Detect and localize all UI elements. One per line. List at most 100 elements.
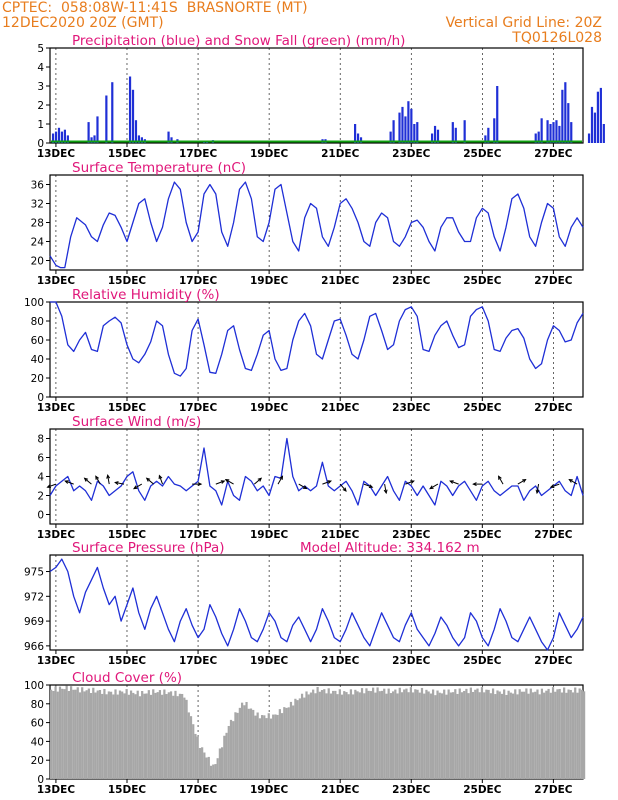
cloud-bar — [174, 690, 177, 779]
xtick-label-rh: 17DEC — [179, 402, 218, 414]
cloud-bar — [61, 688, 64, 779]
precip-bar — [105, 95, 108, 143]
panel-title-wind: Surface Wind (m/s) — [72, 414, 201, 430]
wind-arrow — [133, 483, 143, 490]
wind-arrow — [146, 477, 154, 485]
precip-bar — [90, 137, 93, 143]
cloud-bar — [309, 692, 313, 779]
xtick-label-pressure: 19DEC — [250, 655, 289, 667]
panel-frame-pressure — [49, 554, 584, 651]
cloud-bar — [445, 694, 448, 779]
precip-bar — [416, 122, 419, 143]
cloud-bar — [254, 715, 257, 779]
cloud-bar — [289, 701, 293, 779]
xtick-label-wind: 13DEC — [37, 529, 76, 541]
cloud-bar — [516, 694, 519, 779]
wind-arrow — [517, 479, 526, 485]
cloud-bar — [387, 688, 390, 779]
cloud-bar — [132, 692, 135, 779]
cloud-bar — [414, 689, 417, 779]
wind-arrow-head — [220, 480, 226, 484]
xtick-label-cloud: 25DEC — [463, 784, 502, 796]
cloud-bar — [207, 756, 210, 779]
cloud-bar — [67, 691, 70, 779]
cloud-bar — [434, 695, 437, 779]
wind-arrow — [47, 483, 57, 488]
cloud-bar — [58, 686, 62, 779]
precip-bar — [93, 135, 96, 143]
cloud-bar — [203, 752, 206, 779]
cloud-bar — [569, 689, 572, 779]
cloud-bar — [558, 688, 561, 779]
cloud-bar — [318, 691, 321, 779]
wind-arrow-head — [279, 475, 284, 480]
cloud-bar — [336, 694, 339, 779]
cloud-bar — [163, 689, 166, 779]
cloud-bar — [247, 708, 250, 779]
cloud-bar — [272, 714, 275, 779]
wind-arrow — [95, 476, 101, 485]
precip-bar — [558, 125, 561, 143]
cloud-bar — [89, 693, 93, 779]
cloud-bar — [103, 688, 106, 779]
cloud-bar — [316, 687, 319, 779]
cloud-bar — [440, 693, 444, 779]
precip-bar — [410, 108, 413, 143]
xtick-label-wind: 15DEC — [108, 529, 147, 541]
precip-bar — [593, 112, 597, 143]
cloud-bar — [463, 690, 466, 779]
ytick-label-cloud: 0 — [37, 774, 44, 786]
cloud-bar — [274, 714, 277, 779]
cloud-bar — [560, 692, 564, 779]
cloud-bar — [265, 718, 268, 779]
cloud-bar — [478, 692, 481, 779]
cloud-bar — [198, 748, 202, 779]
cloud-bar — [185, 699, 188, 779]
cloud-bar — [158, 690, 162, 779]
xtick-label-cloud: 17DEC — [179, 784, 218, 796]
cloud-bar — [238, 707, 241, 779]
ytick-label-rh: 40 — [31, 354, 44, 366]
xtick-label-cloud: 19DEC — [250, 784, 289, 796]
wind-arrow — [569, 479, 578, 485]
cloud-bar — [500, 693, 504, 779]
cloud-bar — [485, 689, 488, 779]
wind-arrow — [450, 480, 459, 485]
cloud-bar — [81, 687, 84, 779]
cloud-bar — [252, 709, 255, 779]
cloud-bar — [554, 691, 557, 779]
wind-arrow — [277, 476, 283, 485]
panel-title-temp: Surface Temperature (nC) — [72, 160, 246, 176]
precip-bar — [140, 137, 143, 143]
precip-bar — [356, 133, 360, 143]
cloud-bar — [407, 692, 410, 779]
wind-arrow-head — [257, 477, 263, 482]
cloud-bar — [503, 689, 506, 779]
cloud-bar — [536, 689, 539, 779]
precip-bar — [413, 124, 416, 143]
xtick-label-precip: 23DEC — [392, 148, 431, 160]
ytick-label-temp: 28 — [31, 218, 44, 230]
cloud-bar — [456, 693, 459, 779]
precip-bar — [353, 124, 357, 143]
cloud-bar — [260, 715, 264, 779]
precip-bar — [170, 137, 173, 143]
cloud-bar — [458, 688, 461, 779]
xtick-label-pressure: 17DEC — [179, 655, 218, 667]
ytick-label-rh: 0 — [37, 392, 44, 404]
ytick-label-pressure: 972 — [24, 591, 44, 603]
cloud-bar — [332, 690, 335, 779]
precip-bar — [599, 87, 602, 143]
precip-bar — [87, 122, 90, 143]
cloud-bar — [527, 693, 530, 779]
panel-title-precip: Precipitation (blue) and Snow Fall (gree… — [72, 33, 405, 49]
ytick-label-rh: 80 — [31, 316, 44, 328]
cloud-bar — [580, 689, 583, 779]
precip-bar — [389, 131, 392, 143]
precip-bar — [404, 116, 407, 143]
cloud-bar — [267, 713, 270, 779]
header-model-code: TQ0126L028 — [512, 30, 602, 46]
cloud-bar — [567, 689, 570, 779]
cloud-bar — [334, 690, 337, 779]
cloud-bar — [147, 690, 150, 779]
